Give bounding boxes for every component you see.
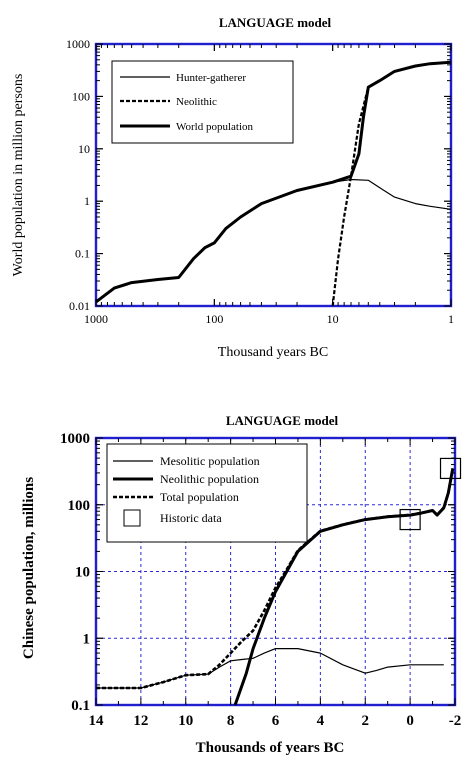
chart-1-title: LANGUAGE model (219, 15, 332, 30)
chart-1-y-tick-label: 1000 (66, 37, 90, 51)
chart-2-legend-label-neolithic: Neolithic population (160, 472, 259, 486)
chart-2-series-mesolitic-population (96, 648, 444, 689)
chart-2-x-tick-label: 2 (362, 713, 370, 729)
chart-2-legend: Mesolitic population Neolithic populatio… (106, 443, 308, 543)
chart-1-legend: Hunter-gatherer Neolithic World populati… (111, 60, 294, 144)
chart-2-x-tick-label: 12 (133, 713, 148, 729)
chart-1-x-tick-label: 1000 (84, 312, 108, 326)
chart-1-x-tick-label: 100 (205, 312, 223, 326)
chart-2-x-tick-label: 0 (406, 713, 414, 729)
chart-1-series-world-population (95, 60, 452, 304)
chart-2-legend-label-historic: Historic data (160, 511, 222, 525)
chart-1: LANGUAGE model 1000 100 10 1 0.01 0.1 1 10 100 10… (11, 15, 454, 360)
chart-1-legend-label-neolithic: Neolithic (176, 96, 217, 108)
chart-1-legend-label-hunter-gatherer: Hunter-gatherer (176, 72, 246, 84)
chart-2-x-tick-label: 10 (178, 713, 193, 729)
chart-2-y-axis-label: Chinese population, millions (21, 477, 37, 659)
chart-2: LANGUAGE model 14 12 10 8 6 4 2 0 -2 0.1 1 10 100 100… (21, 413, 461, 756)
chart-2-x-tick-label: 6 (272, 713, 280, 729)
chart-2-x-tick-label: 4 (317, 713, 325, 729)
chart-1-plot-frame (94, 42, 453, 308)
chart-2-legend-swatch-historic (123, 509, 141, 527)
chart-1-y-tick-label: 0.01 (69, 299, 90, 313)
chart-1-y-tick-label: 0.1 (75, 247, 90, 261)
chart-2-legend-label-total: Total population (160, 490, 239, 504)
chart-2-title: LANGUAGE model (226, 413, 339, 428)
chart-2-y-tick-label: 1000 (60, 431, 90, 447)
chart-1-y-tick-label: 1 (84, 194, 90, 208)
chart-2-y-tick-label: 10 (75, 565, 90, 581)
chart-1-y-tick-label: 10 (78, 142, 90, 156)
chart-2-x-tick-label: 8 (227, 713, 235, 729)
chart-2-x-tick-label: 14 (89, 713, 105, 729)
chart-1-y-axis-label: World population in million persons (11, 74, 26, 277)
chart-2-x-axis-label: Thousands of years BC (196, 740, 345, 756)
chart-1-x-axis-label: Thousand years BC (218, 345, 328, 360)
chart-1-x-tick-label: 1 (448, 312, 454, 326)
chart-2-series-total-population (96, 468, 455, 690)
chart-2-historic-data-marker (439, 457, 462, 480)
chart-1-x-tick-label: 10 (327, 312, 339, 326)
chart-2-y-tick-label: 100 (68, 498, 91, 514)
chart-1-y-tick-label: 100 (72, 89, 90, 103)
chart-1-legend-box (111, 60, 294, 144)
chart-1-series-neolithic (331, 61, 452, 307)
chart-2-y-tick-label: 1 (83, 631, 91, 647)
chart-2-legend-label-mesolitic: Mesolitic population (160, 454, 260, 468)
chart-2-x-tick-label: -2 (449, 713, 462, 729)
chart-2-y-tick-label: 0.1 (71, 698, 90, 714)
chart-2-historic-data-marker (399, 508, 421, 531)
chart-1-legend-label-world-population: World population (176, 121, 254, 133)
